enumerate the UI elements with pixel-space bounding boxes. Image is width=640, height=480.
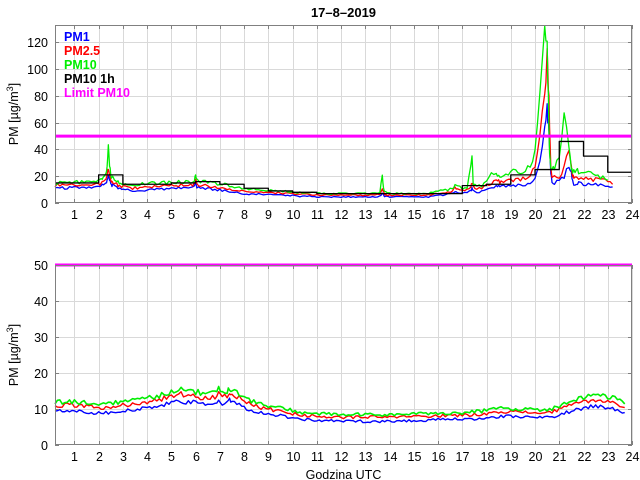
xtick-label: 23 — [602, 450, 616, 464]
xtick-label: 10 — [287, 450, 301, 464]
xtick-label: 22 — [578, 450, 592, 464]
xtick-label: 18 — [481, 208, 495, 222]
xtick-label: 8 — [241, 450, 248, 464]
y-axis-title: PM [µg/m3] — [5, 324, 21, 386]
plot-frame-top — [54, 24, 633, 204]
xtick-label: 17 — [456, 208, 470, 222]
series-step-pm10-1h — [55, 140, 632, 195]
xtick-label: 4 — [144, 208, 151, 222]
plot-frame-bottom — [54, 264, 633, 446]
xtick-label: 5 — [168, 208, 175, 222]
xtick-label: 6 — [193, 208, 200, 222]
x-axis-title: Godzina UTC — [306, 468, 382, 480]
xtick-label: 1 — [71, 208, 78, 222]
xtick-label: 13 — [359, 450, 373, 464]
xtick-label: 3 — [120, 208, 127, 222]
xtick-label: 9 — [265, 450, 272, 464]
axes-top: 1 2 3 4 5 6 7 8 9 10 11 12 13 14 15 16 17 18 19 20 21 22 23 240… — [5, 5, 639, 222]
xtick-label: 2 — [96, 450, 103, 464]
series-line-pm10 — [54, 25, 609, 195]
xtick-label: 21 — [553, 450, 567, 464]
xtick-label: 3 — [120, 450, 127, 464]
xtick-label: 12 — [335, 208, 349, 222]
xtick-label: 11 — [311, 450, 324, 464]
series-line-pm10 — [54, 385, 626, 418]
xtick-label: 24 — [626, 450, 640, 464]
ytick-label: 100 — [27, 63, 48, 77]
series-line-pm2-5 — [54, 391, 625, 420]
xtick-label: 16 — [432, 208, 446, 222]
ytick-label: 40 — [34, 143, 48, 157]
legend-entry-limit-pm10: Limit PM10 — [64, 86, 130, 100]
xtick-label: 14 — [384, 450, 398, 464]
ytick-label: 50 — [34, 259, 48, 273]
legend-entry-pm1: PM1 — [64, 30, 90, 44]
xtick-label: 8 — [241, 208, 248, 222]
xtick-label: 12 — [335, 450, 349, 464]
xtick-label: 6 — [193, 450, 200, 464]
xtick-label: 20 — [529, 450, 543, 464]
ytick-label: 0 — [41, 197, 48, 211]
xtick-label: 11 — [311, 208, 324, 222]
xtick-label: 9 — [265, 208, 272, 222]
xtick-label: 20 — [529, 208, 543, 222]
chart-title: 17–8–2019 — [311, 5, 376, 20]
xtick-label: 22 — [578, 208, 592, 222]
xtick-label: 2 — [96, 208, 103, 222]
xtick-label: 16 — [432, 450, 446, 464]
y-axis-title: PM [µg/m3] — [5, 83, 21, 145]
axes-bottom: 1 2 3 4 5 6 7 8 9 10 11 12 13 14 15 16 17 18 19 20 21 22 23 240… — [5, 259, 639, 480]
legend-entry-pm10: PM10 — [64, 58, 97, 72]
xtick-label: 15 — [408, 450, 422, 464]
series-line-pm1 — [54, 397, 625, 424]
xtick-label: 14 — [384, 208, 398, 222]
ytick-label: 20 — [34, 367, 48, 381]
series-line-pm1 — [54, 103, 613, 199]
ytick-label: 60 — [34, 117, 48, 131]
ytick-label: 10 — [34, 403, 48, 417]
legend-entry-pm2-5: PM2.5 — [64, 44, 100, 58]
xtick-label: 1 — [71, 450, 78, 464]
xtick-label: 7 — [217, 208, 224, 222]
xtick-label: 15 — [408, 208, 422, 222]
ytick-label: 0 — [41, 439, 48, 453]
xtick-label: 13 — [359, 208, 373, 222]
xtick-label: 19 — [505, 208, 519, 222]
xtick-label: 19 — [505, 450, 519, 464]
ytick-label: 40 — [34, 295, 48, 309]
xtick-label: 24 — [626, 208, 640, 222]
xtick-label: 18 — [481, 450, 495, 464]
xtick-label: 21 — [553, 208, 567, 222]
xtick-label: 10 — [287, 208, 301, 222]
series-line-pm2-5 — [54, 47, 614, 197]
xtick-label: 4 — [144, 450, 151, 464]
legend-entry-pm10-1h: PM10 1h — [64, 72, 115, 86]
xtick-label: 23 — [602, 208, 616, 222]
ytick-label: 30 — [34, 331, 48, 345]
xtick-label: 5 — [168, 450, 175, 464]
ytick-label: 80 — [34, 90, 48, 104]
ytick-label: 20 — [34, 170, 48, 184]
xtick-label: 17 — [456, 450, 470, 464]
xtick-label: 7 — [217, 450, 224, 464]
ytick-label: 120 — [27, 36, 48, 50]
